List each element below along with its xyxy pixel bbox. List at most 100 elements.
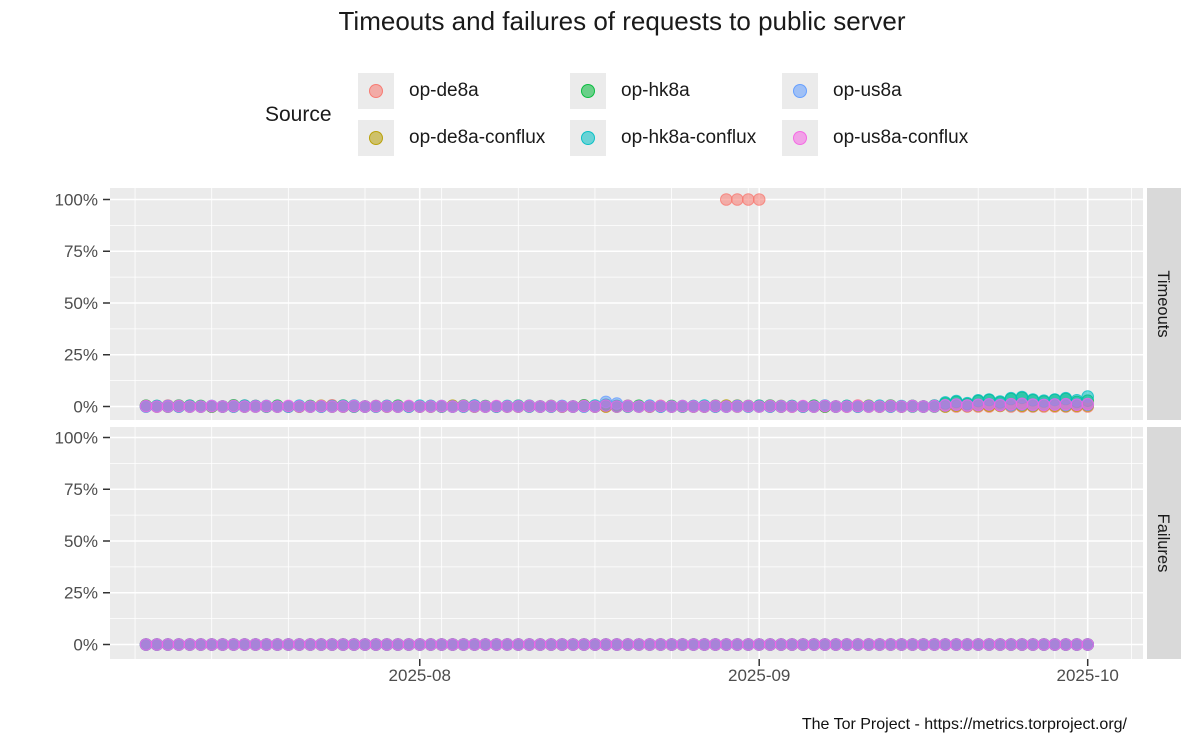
data-point <box>402 638 416 651</box>
data-point <box>982 638 996 651</box>
point-icon <box>581 84 595 98</box>
data-point <box>599 638 613 651</box>
data-point <box>939 638 952 651</box>
data-point <box>807 638 821 651</box>
data-point <box>818 638 832 651</box>
data-point <box>205 638 218 651</box>
data-point <box>512 400 525 413</box>
panel-background <box>110 188 1143 420</box>
y-tick-label: 50% <box>64 532 98 551</box>
data-point <box>763 399 777 413</box>
data-point <box>358 638 372 651</box>
data-point <box>1037 398 1051 412</box>
data-point <box>172 399 186 413</box>
data-point <box>501 638 514 651</box>
data-point <box>720 638 733 651</box>
facet-strip <box>1147 188 1181 420</box>
y-tick-label: 75% <box>64 480 98 499</box>
y-tick-label: 25% <box>64 584 98 603</box>
data-point <box>490 638 503 651</box>
timeouts-panel: 0% 25% 50% 75% 100% Timeouts <box>55 188 1181 420</box>
data-point <box>1070 398 1084 412</box>
data-point <box>501 400 514 413</box>
data-point <box>676 638 689 651</box>
data-point <box>1048 638 1062 651</box>
strip-label-failures: Failures <box>1154 514 1172 573</box>
data-point <box>402 399 416 413</box>
point-icon <box>793 84 807 98</box>
data-point <box>161 638 175 651</box>
y-tick-label: 75% <box>64 242 98 261</box>
data-point <box>632 638 646 651</box>
data-point <box>917 400 930 413</box>
data-point <box>862 638 876 651</box>
data-point <box>971 398 985 412</box>
data-point <box>917 638 930 651</box>
x-tick-label: 2025-09 <box>728 666 790 685</box>
data-point <box>720 400 733 413</box>
data-point <box>238 400 251 413</box>
data-point <box>1015 638 1029 651</box>
y-tick-label: 50% <box>64 294 98 313</box>
data-point <box>380 400 394 413</box>
data-point <box>950 638 963 651</box>
data-point <box>818 399 832 413</box>
data-point <box>610 638 624 651</box>
data-point <box>282 399 295 413</box>
data-point <box>621 399 635 413</box>
data-point <box>566 638 580 651</box>
data-point <box>544 638 558 651</box>
data-point <box>752 400 766 413</box>
legend-key <box>570 120 606 156</box>
data-point <box>347 399 361 413</box>
points-layer <box>139 638 1094 651</box>
data-point <box>293 400 306 413</box>
data-point <box>380 638 394 651</box>
data-point <box>1037 638 1051 651</box>
data-point <box>1059 638 1073 651</box>
data-point <box>216 638 229 651</box>
legend-label: op-hk8a <box>621 80 690 101</box>
data-point <box>742 399 755 413</box>
data-point <box>752 193 766 206</box>
data-point <box>676 399 689 413</box>
data-point <box>698 400 711 413</box>
data-point <box>249 638 262 651</box>
data-point <box>742 638 755 651</box>
data-point <box>523 399 536 413</box>
data-point <box>928 638 941 651</box>
point-icon <box>581 131 595 145</box>
data-point <box>172 638 186 651</box>
data-point <box>183 638 197 651</box>
data-point <box>851 638 865 651</box>
data-point <box>829 638 843 651</box>
data-point <box>971 638 985 651</box>
data-point <box>446 400 459 413</box>
facet-strip <box>1147 427 1181 659</box>
data-point <box>687 400 700 413</box>
data-point <box>555 400 569 413</box>
data-point <box>293 638 306 651</box>
data-point <box>599 399 613 412</box>
legend-key <box>570 73 606 109</box>
data-point <box>479 638 492 651</box>
data-point <box>939 399 952 412</box>
legend-key <box>358 120 394 156</box>
data-point <box>709 399 722 413</box>
points-layer <box>139 193 1094 413</box>
data-point <box>906 399 919 413</box>
data-point <box>139 399 153 413</box>
data-point <box>577 399 591 413</box>
data-point <box>325 638 339 651</box>
data-point <box>774 638 788 651</box>
data-point <box>873 400 886 413</box>
y-tick-label: 0% <box>73 635 98 654</box>
data-point <box>555 638 569 651</box>
data-point <box>424 400 438 413</box>
data-point <box>314 399 328 413</box>
data-point <box>654 638 667 651</box>
data-point <box>150 638 164 651</box>
data-point <box>533 400 547 413</box>
x-tick-label: 2025-08 <box>389 666 451 685</box>
